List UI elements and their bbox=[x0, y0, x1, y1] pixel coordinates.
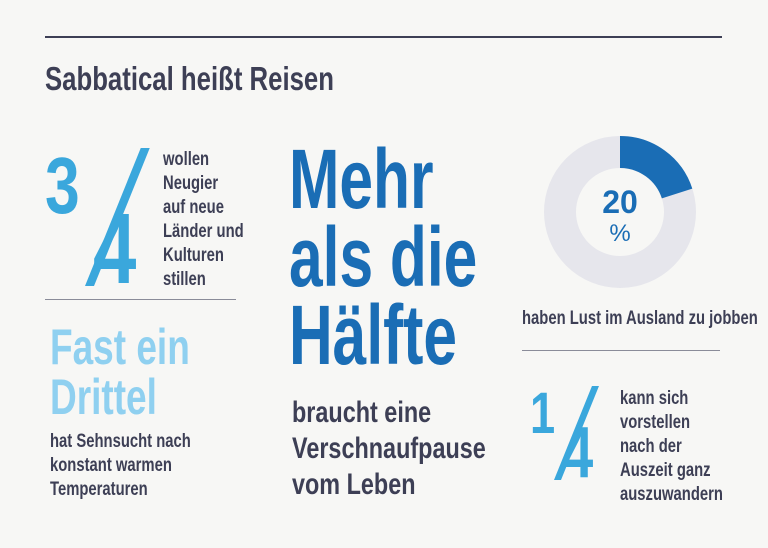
top-rule bbox=[45, 36, 722, 38]
headline-line: als die bbox=[289, 210, 478, 304]
quarter-text: kann sich vorstellen nach der Auszeit ga… bbox=[620, 387, 723, 507]
text-line: stillen bbox=[163, 269, 206, 290]
text-line: Kulturen bbox=[163, 245, 224, 266]
text-line: vorstellen bbox=[620, 412, 691, 433]
page-title: Sabbatical heißt Reisen bbox=[45, 60, 334, 97]
headline-line: Drittel bbox=[50, 369, 157, 425]
text-line: konstant warmen bbox=[50, 455, 172, 476]
donut-fill bbox=[544, 136, 696, 288]
headline-line: Fast ein bbox=[50, 319, 190, 375]
text-line: kann sich bbox=[620, 388, 689, 409]
fraction-one-quarter: 1 4 bbox=[528, 381, 600, 493]
text-line: hat Sehnsucht nach bbox=[50, 431, 191, 452]
headline-line: Hälfte bbox=[289, 288, 458, 382]
text-line: Verschnaufpause bbox=[292, 432, 486, 465]
left-divider bbox=[45, 299, 236, 300]
headline-line: Mehr bbox=[289, 132, 434, 226]
half-text: braucht eine Verschnaufpause vom Leben bbox=[292, 395, 486, 503]
donut-unit: % bbox=[609, 220, 631, 247]
third-headline: Fast ein Drittel bbox=[50, 322, 239, 422]
caption-text: haben Lust im Ausland zu jobben bbox=[522, 308, 758, 329]
fraction-denominator: 4 bbox=[562, 413, 594, 493]
donut-chart bbox=[544, 136, 696, 288]
text-line: nach der bbox=[620, 436, 682, 457]
half-headline: Mehr als die Hälfte bbox=[289, 132, 550, 382]
text-line: auszuwandern bbox=[620, 484, 723, 505]
text-line: Länder und bbox=[163, 221, 244, 242]
donut-value: 20 bbox=[602, 184, 638, 220]
fraction-numerator: 3 bbox=[45, 141, 80, 230]
fraction-numerator: 1 bbox=[530, 381, 556, 446]
three-quarters-text: wollen Neugier auf neue Länder und Kultu… bbox=[163, 148, 244, 292]
text-line: Temperaturen bbox=[50, 479, 148, 500]
donut-caption: haben Lust im Ausland zu jobben bbox=[522, 308, 758, 330]
right-divider bbox=[522, 350, 720, 351]
text-line: Neugier bbox=[163, 173, 219, 194]
third-text: hat Sehnsucht nach konstant warmen Tempe… bbox=[50, 430, 191, 502]
text-line: auf neue bbox=[163, 197, 224, 218]
text-line: braucht eine bbox=[292, 396, 432, 429]
text-line: vom Leben bbox=[292, 468, 416, 501]
fraction-three-quarters: 3 4 bbox=[45, 141, 150, 305]
fraction-denominator: 4 bbox=[93, 193, 137, 305]
text-line: Auszeit ganz bbox=[620, 460, 711, 481]
text-line: wollen bbox=[163, 149, 210, 170]
